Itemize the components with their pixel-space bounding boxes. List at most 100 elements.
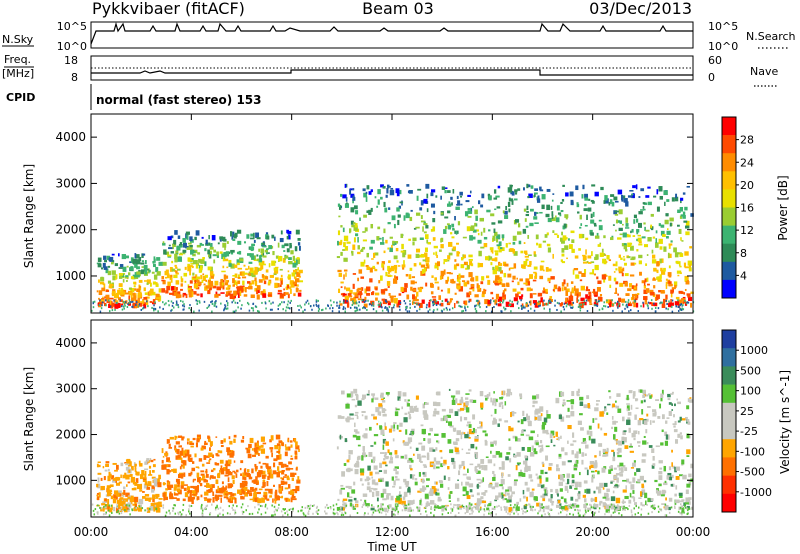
velocity-cell [441, 433, 446, 438]
power-cell [405, 273, 409, 277]
velocity-cell [609, 396, 612, 399]
power-cell [178, 253, 183, 256]
power-cell [387, 265, 391, 271]
velocity-cell [546, 414, 551, 419]
velocity-cell [186, 441, 189, 445]
velocity-cell [243, 483, 245, 486]
power-cell [273, 272, 277, 276]
power-cell [642, 202, 646, 205]
velocity-cell [155, 478, 160, 483]
velocity-cell [637, 511, 640, 514]
power-cell [389, 247, 393, 253]
power-cell [148, 293, 153, 296]
velocity-cell [290, 457, 294, 460]
power-cell [561, 231, 563, 236]
power-cell [434, 281, 439, 284]
power-cell [387, 274, 391, 278]
power-cell [493, 306, 495, 309]
velocity-cell [204, 507, 207, 510]
velocity-cell [104, 498, 107, 503]
velocity-cell [664, 440, 669, 446]
power-cell [103, 266, 108, 270]
power-cell [251, 280, 255, 285]
velocity-cell [174, 512, 177, 515]
power-cell [524, 306, 526, 309]
velocity-cell [107, 498, 110, 505]
velocity-cell [284, 512, 286, 515]
velocity-cell [316, 512, 318, 515]
velocity-cell [119, 493, 122, 497]
power-cell [266, 235, 270, 240]
power-cell [267, 294, 272, 297]
velocity-cell [368, 489, 372, 493]
velocity-cell [283, 481, 288, 485]
power-cell [680, 303, 683, 306]
power-cell [587, 262, 592, 264]
velocity-cell [407, 411, 410, 415]
power-cell [599, 294, 603, 297]
power-cell [239, 258, 244, 262]
power-cell [456, 242, 459, 245]
velocity-cell [397, 512, 399, 515]
velocity-cell [202, 475, 206, 479]
velocity-cell [361, 483, 364, 486]
velocity-cell [492, 398, 496, 403]
power-cell [666, 230, 671, 235]
velocity-cell [382, 438, 387, 444]
power-cell [650, 226, 654, 231]
velocity-cell [134, 500, 137, 506]
power-cell [195, 299, 197, 302]
power-cell [475, 215, 478, 221]
power-cell [632, 185, 636, 189]
power-cell [671, 310, 674, 313]
velocity-cell [281, 495, 284, 499]
velocity-cell [367, 390, 370, 394]
velocity-cell [500, 479, 505, 485]
power-cell [255, 232, 260, 238]
velocity-cell [258, 488, 263, 491]
velocity-cell [429, 447, 434, 452]
velocity-cell [450, 491, 453, 494]
velocity-cell [686, 419, 690, 422]
power-cell [413, 301, 415, 304]
power-cell [392, 240, 395, 245]
power-cell [258, 267, 262, 271]
velocity-cell [539, 406, 544, 412]
velocity-cell [548, 513, 550, 516]
velocity-cell [474, 435, 479, 439]
power-cell [632, 192, 635, 199]
power-cell [384, 207, 388, 213]
velocity-cell [127, 509, 129, 512]
power-cell [260, 248, 264, 254]
power-cell [413, 263, 417, 267]
power-cell [209, 281, 214, 287]
velocity-cell [472, 414, 476, 420]
power-cell [387, 301, 391, 306]
power-cell [280, 230, 283, 235]
power-cell [520, 299, 522, 302]
power-cell [403, 215, 406, 221]
velocity-cell [274, 498, 277, 504]
velocity-cell [581, 441, 585, 444]
velocity-cell [372, 511, 375, 514]
velocity-cell [501, 486, 504, 490]
velocity-cell [519, 395, 523, 399]
power-cell [370, 239, 375, 244]
power-cell [352, 302, 355, 305]
power-cell [487, 279, 491, 285]
velocity-cell [689, 399, 694, 403]
velocity-cell [292, 507, 295, 510]
velocity-cell [530, 479, 534, 482]
velocity-cell [348, 454, 351, 460]
power-cell [596, 304, 599, 307]
velocity-cell [260, 436, 265, 442]
velocity-cell [504, 491, 507, 496]
power-cell [259, 254, 263, 257]
velocity-cell [117, 509, 119, 512]
velocity-cell [492, 454, 497, 458]
velocity-cell [479, 390, 484, 397]
velocity-cell [114, 469, 118, 472]
power-cell [242, 280, 245, 285]
velocity-cell [257, 445, 261, 451]
velocity-cell [679, 495, 683, 499]
